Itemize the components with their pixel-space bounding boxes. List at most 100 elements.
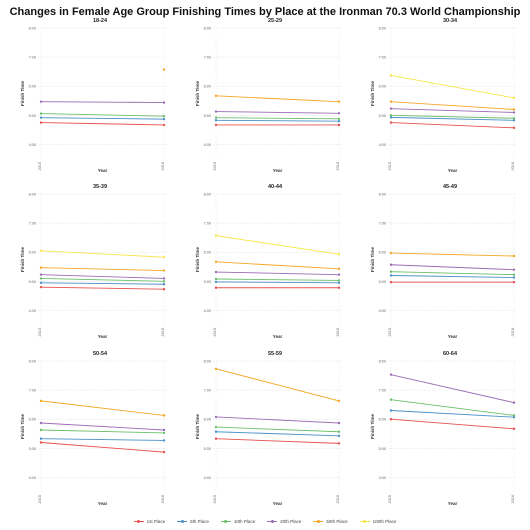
data-point-20th-place (337, 421, 341, 425)
data-point-50th-place (214, 94, 218, 98)
legend-swatch-dot (137, 519, 141, 523)
data-point-20th-place (389, 263, 393, 266)
x-axis-label: Year (448, 168, 458, 173)
series-line-10th-place (390, 271, 515, 276)
series-line-50th-place (215, 95, 340, 103)
series-line-10th-place (40, 429, 165, 434)
y-tick-label: 4:00 (204, 476, 211, 480)
data-point-20th-place (512, 401, 516, 404)
y-tick-label: 6:00 (204, 418, 211, 422)
data-point-50th-place (214, 260, 218, 264)
data-point-100th-place (39, 249, 43, 252)
y-tick-label: 6:00 (204, 251, 211, 255)
legend-item: 5th Place (177, 518, 209, 524)
y-tick-label: 5:00 (204, 280, 211, 284)
data-point-10th-place (214, 277, 218, 281)
data-point-20th-place (162, 428, 166, 432)
data-point-1st-place (389, 281, 393, 284)
data-point-50th-place (214, 367, 218, 371)
legend: 1st Place 5th Place 10th Place 20th Place 50… (0, 515, 530, 527)
panel-title: 30-34 (443, 18, 458, 24)
data-point-1st-place (162, 123, 166, 127)
x-tick-label: 2016 (511, 162, 515, 170)
y-tick-label: 5:00 (29, 114, 36, 118)
series-line-1st-place (40, 286, 165, 290)
series-line-5th-place (40, 282, 165, 285)
series-line-10th-place (215, 278, 340, 281)
data-point-20th-place (512, 111, 516, 114)
y-axis-label: Finish Time (370, 247, 375, 272)
y-tick-label: 4:00 (379, 476, 386, 480)
data-point-5th-place (162, 283, 166, 286)
data-point-1st-place (512, 281, 516, 284)
y-tick-label: 6:00 (29, 418, 36, 422)
series-line-10th-place (215, 426, 340, 433)
y-tick-label: 5:00 (379, 280, 386, 284)
x-tick-label: 2015 (38, 162, 42, 170)
y-tick-label: 7:00 (29, 56, 36, 60)
series-line-5th-place (40, 117, 165, 120)
legend-item: 100th Place (359, 518, 396, 524)
data-point-10th-place (337, 117, 341, 121)
data-point-20th-place (39, 273, 43, 276)
y-tick-label: 4:00 (379, 143, 386, 147)
x-tick-label: 2016 (511, 328, 515, 336)
legend-label: 10th Place (233, 518, 256, 524)
data-point-10th-place (389, 114, 393, 117)
data-point-20th-place (337, 273, 341, 276)
data-point-1st-place (337, 286, 341, 289)
x-axis-label: Year (98, 168, 108, 173)
data-point-5th-place (39, 437, 43, 440)
legend-swatch (267, 518, 278, 524)
data-point-10th-place (389, 398, 393, 401)
y-tick-label: 6:00 (379, 251, 386, 255)
series-line-20th-place (40, 101, 165, 103)
legend-item: 50th Place (313, 518, 348, 524)
series-line-1st-place (215, 438, 340, 444)
y-tick-label: 6:00 (379, 418, 386, 422)
legend-swatch-dot (316, 519, 320, 523)
panel-60-64: 60-64 4:00 5:00 6:00 7:00 8:00 2015 2016 Year Fin… (370, 351, 517, 506)
x-axis-label: Year (98, 501, 108, 506)
series-line-10th-place (40, 113, 165, 117)
series-line-10th-place (40, 277, 165, 282)
data-point-50th-place (162, 269, 166, 272)
panel-18-24: 18-24 4:00 5:00 6:00 7:00 8:00 2015 2016 Year Fin… (20, 18, 167, 173)
x-tick-label: 2016 (336, 162, 340, 170)
data-point-1st-place (39, 285, 43, 289)
y-tick-label: 4:00 (379, 309, 386, 313)
x-axis-label: Year (273, 501, 283, 506)
data-point-5th-place (39, 281, 43, 284)
series-line-10th-place (390, 399, 515, 416)
x-axis-label: Year (448, 501, 458, 506)
y-tick-label: 5:00 (204, 114, 211, 118)
data-point-5th-place (512, 415, 516, 419)
legend-swatch (359, 518, 370, 524)
y-tick-label: 5:00 (204, 447, 211, 451)
panel-title: 55-59 (268, 351, 282, 357)
x-tick-label: 2015 (388, 162, 392, 170)
data-point-20th-place (162, 277, 166, 280)
legend-swatch-dot (270, 519, 274, 523)
data-point-20th-place (389, 107, 393, 110)
panel-30-34: 30-34 4:00 5:00 6:00 7:00 8:00 2015 2016 Year Fin… (370, 18, 517, 173)
data-point-50th-place (337, 267, 341, 271)
series-line-20th-place (40, 422, 165, 431)
data-point-100th-place (337, 253, 341, 256)
y-tick-label: 7:00 (29, 222, 36, 226)
y-tick-label: 6:00 (29, 85, 36, 89)
x-axis-label: Year (448, 334, 458, 339)
series-line-20th-place (390, 374, 515, 404)
x-tick-label: 2016 (161, 162, 165, 170)
y-tick-label: 4:00 (204, 143, 211, 147)
panel-title: 18-24 (93, 18, 108, 24)
y-axis-label: Finish Time (370, 81, 375, 106)
y-axis-label: Finish Time (20, 414, 25, 439)
data-point-5th-place (337, 119, 341, 123)
data-point-20th-place (389, 373, 393, 376)
panel-title: 40-44 (268, 184, 283, 190)
series-line-50th-place (390, 252, 515, 257)
panel-50-54: 50-54 4:00 5:00 6:00 7:00 8:00 2015 2016 Year Fin… (20, 351, 167, 506)
data-point-1st-place (389, 121, 393, 124)
y-tick-label: 7:00 (379, 222, 386, 226)
